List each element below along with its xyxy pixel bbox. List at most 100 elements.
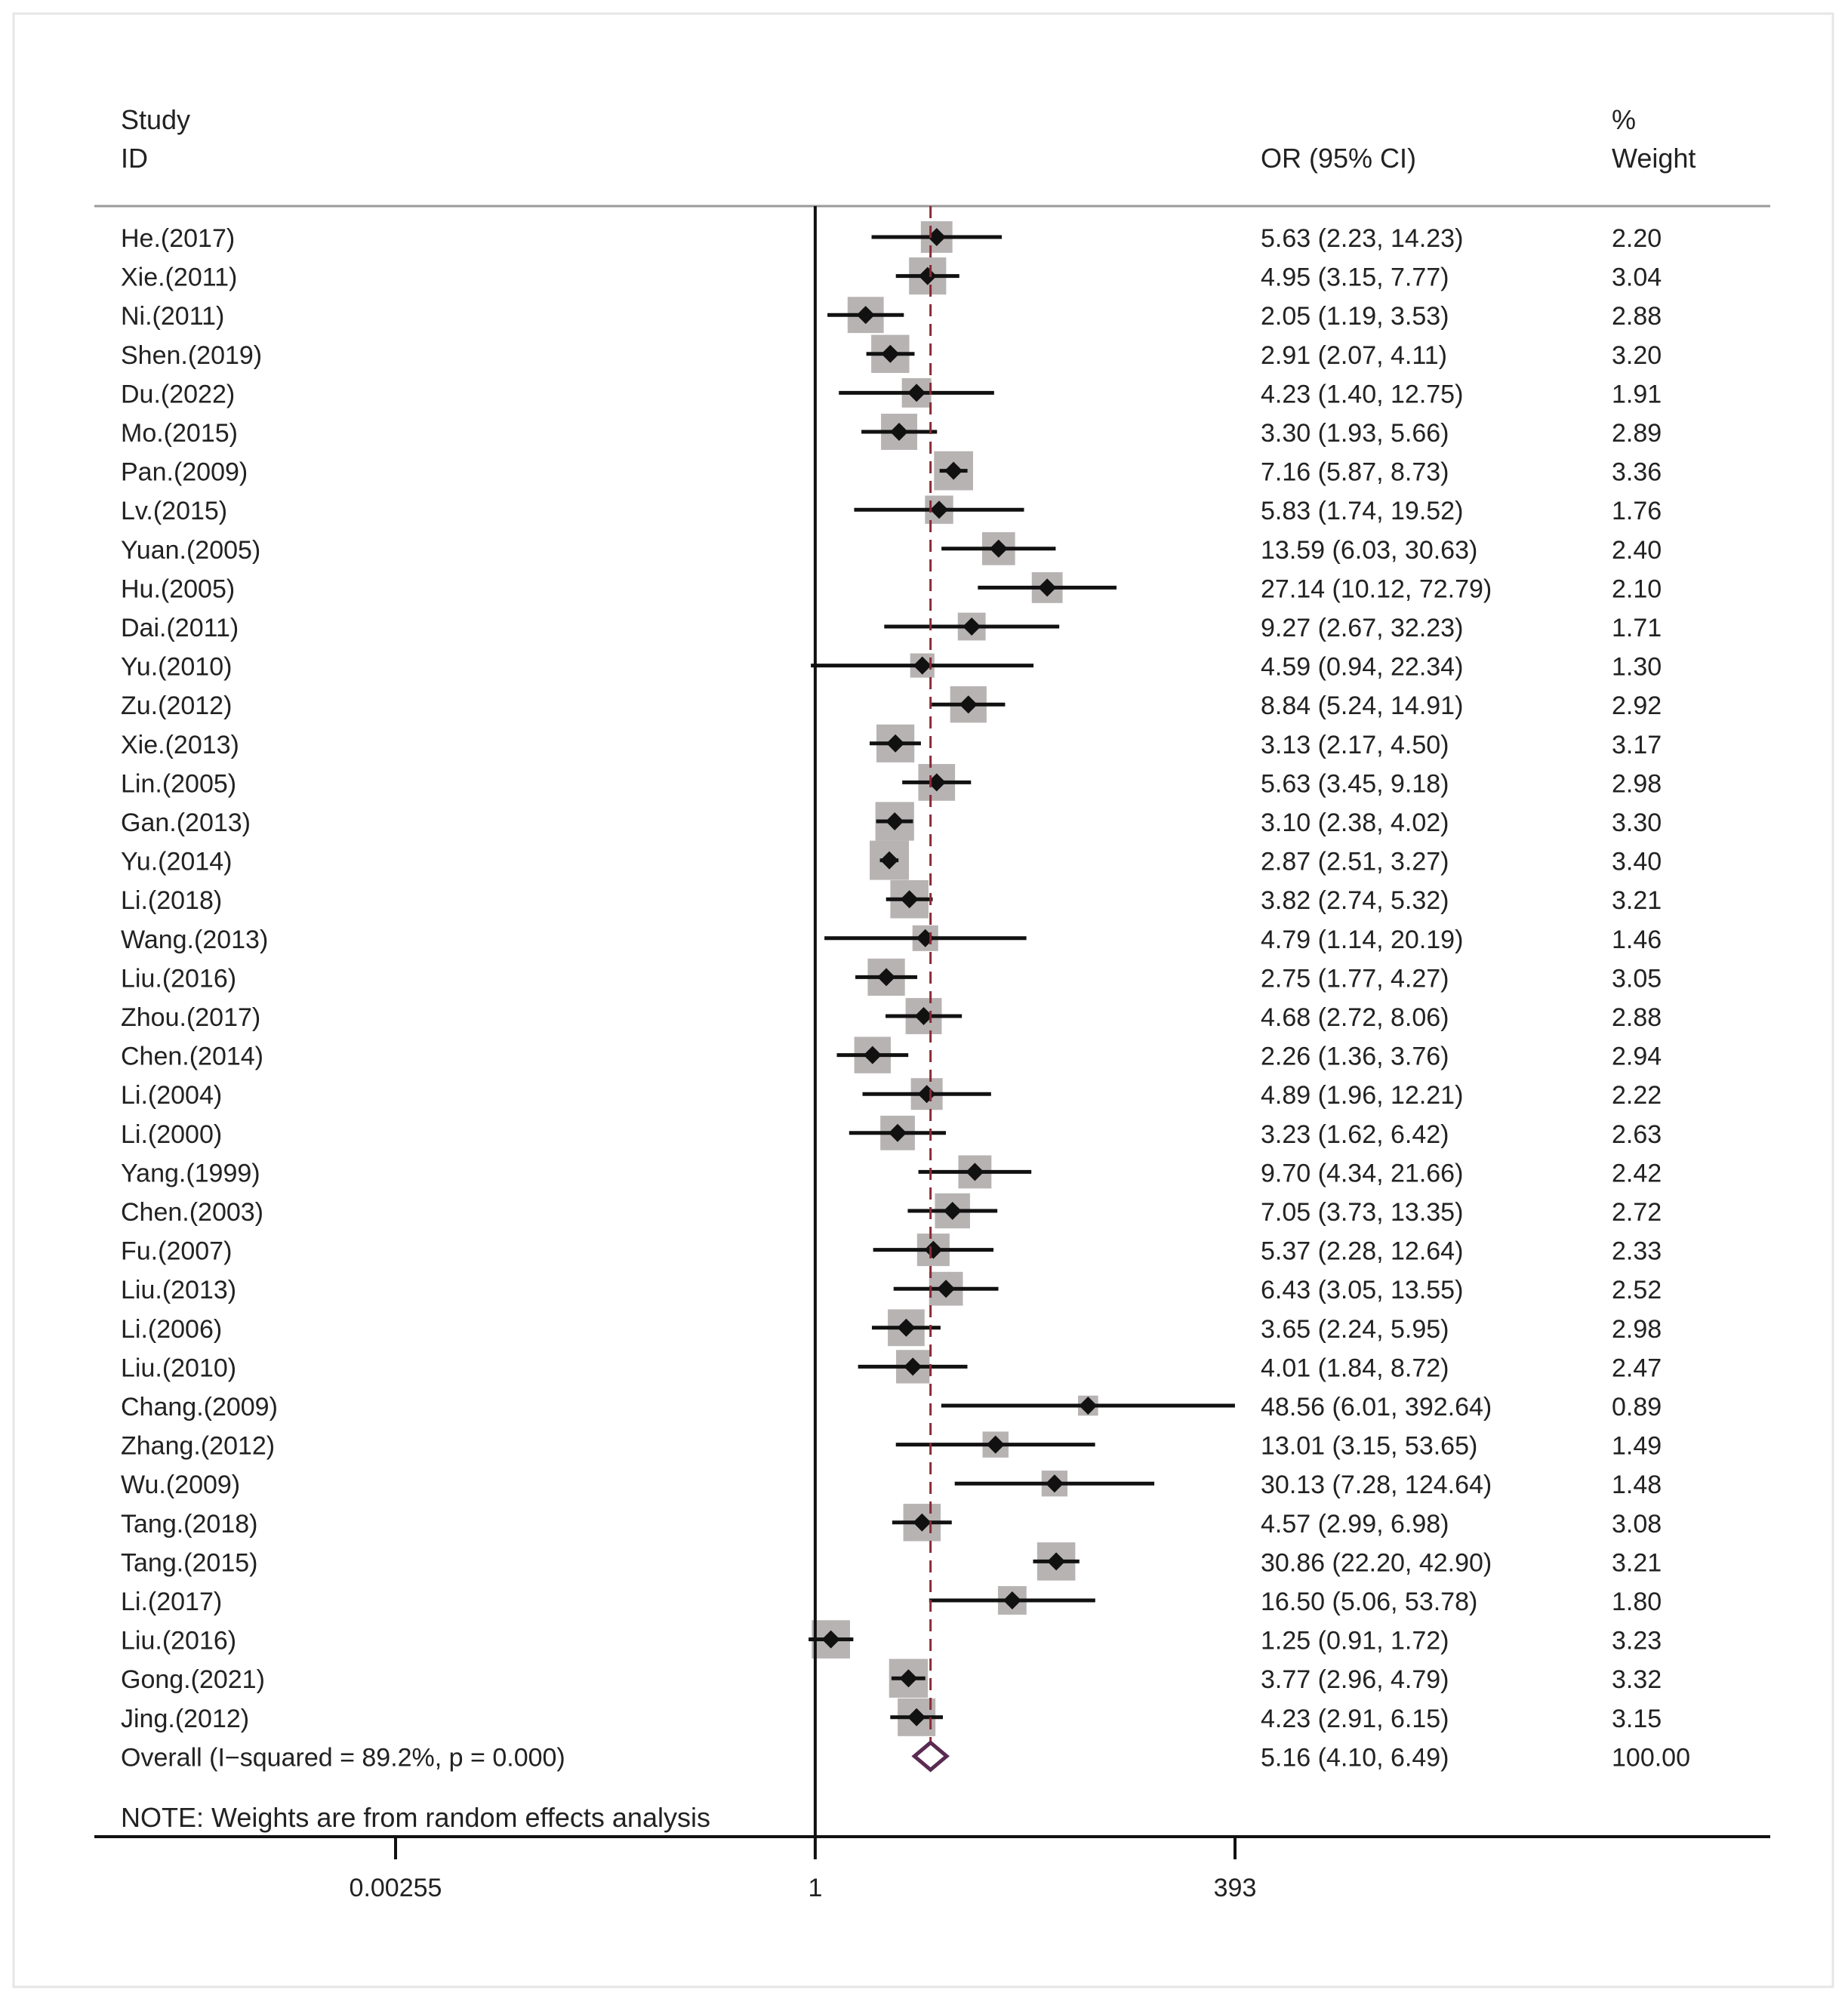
study-label: Gong.(2021) [121,1665,265,1694]
x-tick: 393 [1214,1837,1256,1902]
study-row: Li.(2006) 3.65 (2.24, 5.95) 2.98 [121,1309,1662,1347]
study-ci-label: 9.70 (4.34, 21.66) [1261,1159,1463,1187]
point-estimate [1045,1474,1064,1493]
study-row: Yu.(2010) 4.59 (0.94, 22.34) 1.30 [121,653,1662,682]
study-ci-label: 3.23 (1.62, 6.42) [1261,1120,1449,1149]
study-label: Yu.(2010) [121,653,232,682]
study-row: Xie.(2011) 4.95 (3.15, 7.77) 3.04 [121,257,1662,295]
study-weight-label: 2.89 [1612,419,1662,448]
point-estimate [962,618,981,636]
study-ci-label: 2.05 (1.19, 3.53) [1261,302,1449,331]
study-ci-label: 5.63 (3.45, 9.18) [1261,769,1449,798]
point-estimate [966,1163,984,1181]
point-estimate [943,1202,962,1220]
study-ci-label: 4.95 (3.15, 7.77) [1261,263,1449,292]
study-ci-label: 48.56 (6.01, 392.64) [1261,1393,1492,1421]
study-label: Xie.(2011) [121,263,237,292]
study-weight-label: 1.46 [1612,926,1662,954]
study-label: Yuan.(2005) [121,536,260,565]
study-row: Lin.(2005) 5.63 (3.45, 9.18) 2.98 [121,764,1662,801]
study-row: Wu.(2009) 30.13 (7.28, 124.64) 1.48 [121,1471,1662,1499]
point-estimate [904,1357,922,1376]
study-label: Hu.(2005) [121,574,235,603]
study-label: Jing.(2012) [121,1705,249,1733]
overall-row: Overall (I−squared = 89.2%, p = 0.000) 5.… [121,1740,1690,1773]
study-label: Li.(2000) [121,1120,222,1149]
study-label: Chen.(2014) [121,1043,263,1071]
point-estimate [1003,1591,1021,1609]
study-row: Fu.(2007) 5.37 (2.28, 12.64) 2.33 [121,1234,1662,1267]
header-id: ID [121,143,148,174]
study-label: Li.(2018) [121,886,222,915]
study-weight-label: 1.71 [1612,614,1662,642]
point-estimate [907,383,926,402]
study-weight-label: 2.40 [1612,536,1662,565]
study-ci-label: 2.75 (1.77, 4.27) [1261,964,1449,993]
point-estimate [889,1123,907,1142]
study-ci-label: 1.25 (0.91, 1.72) [1261,1627,1449,1656]
study-label: Liu.(2016) [121,964,236,993]
study-weight-label: 2.22 [1612,1081,1662,1110]
study-row: Gong.(2021) 3.77 (2.96, 4.79) 3.32 [121,1659,1662,1698]
point-estimate [937,1280,956,1298]
study-ci-label: 4.79 (1.14, 20.19) [1261,926,1463,954]
study-weight-label: 2.92 [1612,691,1662,720]
study-weight-label: 2.47 [1612,1354,1662,1382]
figure-frame [12,12,1834,1988]
point-estimate [907,1708,926,1726]
study-ci-label: 2.91 (2.07, 4.11) [1261,341,1447,370]
study-weight-label: 3.17 [1612,731,1662,759]
study-weight-label: 1.76 [1612,497,1662,525]
study-weight-label: 3.40 [1612,848,1662,876]
study-label: Wang.(2013) [121,926,268,954]
study-row: Jing.(2012) 4.23 (2.91, 6.15) 3.15 [121,1698,1662,1736]
study-label: Gan.(2013) [121,808,251,837]
study-weight-label: 3.21 [1612,1548,1662,1577]
study-ci-label: 4.57 (2.99, 6.98) [1261,1510,1449,1538]
x-tick: 0.00255 [350,1837,442,1902]
study-ci-label: 4.23 (1.40, 12.75) [1261,380,1463,408]
point-estimate [944,461,963,480]
point-estimate [918,266,937,285]
study-row: Zu.(2012) 8.84 (5.24, 14.91) 2.92 [121,686,1662,723]
study-row: Liu.(2016) 2.75 (1.77, 4.27) 3.05 [121,958,1662,996]
point-estimate [890,423,909,441]
point-estimate [927,773,946,792]
study-row: Dai.(2011) 9.27 (2.67, 32.23) 1.71 [121,612,1662,642]
study-label: Li.(2017) [121,1588,222,1616]
study-row: Xie.(2013) 3.13 (2.17, 4.50) 3.17 [121,724,1662,762]
point-estimate [863,1046,882,1064]
point-estimate [877,968,896,987]
study-label: Du.(2022) [121,380,235,408]
study-weight-label: 2.42 [1612,1159,1662,1187]
study-label: Tang.(2015) [121,1548,257,1577]
x-tick-label: 1 [808,1874,822,1902]
overall-ci-label: 5.16 (4.10, 6.49) [1261,1743,1449,1772]
point-estimate [900,890,919,909]
study-weight-label: 3.08 [1612,1510,1662,1538]
study-row: Du.(2022) 4.23 (1.40, 12.75) 1.91 [121,377,1662,408]
study-row: Wang.(2013) 4.79 (1.14, 20.19) 1.46 [121,925,1662,954]
header-study: Study [121,104,190,135]
study-ci-label: 4.59 (0.94, 22.34) [1261,653,1463,682]
study-label: Chang.(2009) [121,1393,278,1421]
point-estimate [959,695,978,714]
point-estimate [914,1007,933,1025]
point-estimate [913,1513,932,1532]
point-estimate [924,1240,943,1259]
study-ci-label: 3.30 (1.93, 5.66) [1261,419,1449,448]
study-weight-label: 2.94 [1612,1043,1662,1071]
header: Study ID OR (95% CI) % Weight [121,104,1696,174]
study-label: Chen.(2003) [121,1198,263,1227]
point-estimate [989,539,1008,558]
study-ci-label: 9.27 (2.67, 32.23) [1261,614,1463,642]
study-weight-label: 3.04 [1612,263,1662,292]
study-ci-label: 27.14 (10.12, 72.79) [1261,574,1492,603]
study-label: Pan.(2009) [121,458,248,487]
study-weight-label: 1.80 [1612,1588,1662,1616]
x-tick: 1 [808,1837,822,1902]
study-label: Mo.(2015) [121,419,238,448]
study-ci-label: 2.26 (1.36, 3.76) [1261,1043,1449,1071]
study-row: Tang.(2018) 4.57 (2.99, 6.98) 3.08 [121,1504,1662,1542]
header-percent: % [1612,104,1636,135]
